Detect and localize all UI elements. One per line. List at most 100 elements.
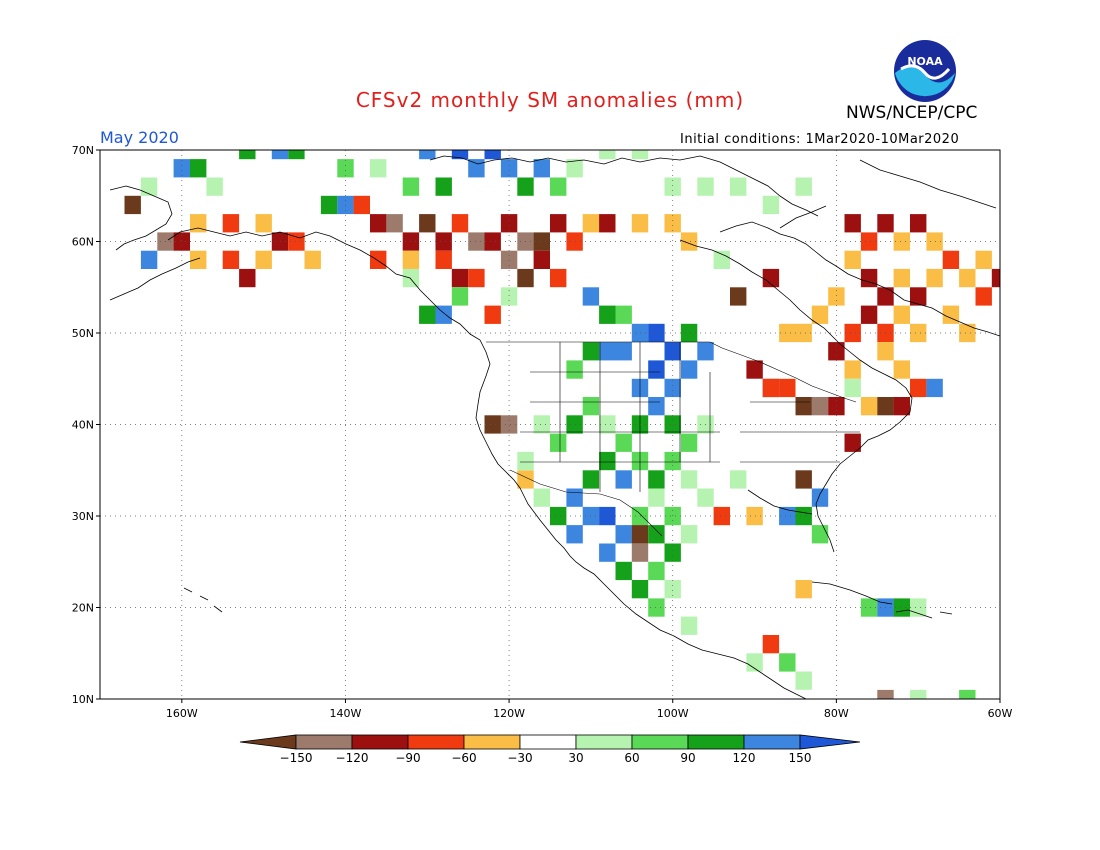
anomaly-cell — [435, 232, 452, 251]
anomaly-cell — [959, 268, 976, 288]
anomaly-cell — [910, 689, 927, 699]
anomaly-cell — [762, 635, 780, 654]
colorbar-tick-label: 60 — [624, 751, 639, 765]
x-tick-label: 160W — [166, 707, 198, 720]
colorbar-swatch — [631, 734, 689, 750]
anomaly-cell — [697, 177, 714, 196]
anomaly-cell — [795, 506, 812, 526]
anomaly-cell — [190, 250, 207, 269]
anomaly-cell — [500, 250, 518, 269]
anomaly-cell — [435, 177, 452, 196]
anomaly-cell — [631, 525, 649, 544]
anomaly-cell — [255, 250, 272, 269]
anomaly-cell — [484, 415, 501, 434]
anomaly-cell — [795, 177, 812, 196]
anomaly-cell — [762, 195, 780, 215]
anomaly-cell — [713, 250, 730, 269]
anomaly-cell — [664, 415, 681, 434]
anomaly-cell — [926, 268, 943, 288]
anomaly-cell — [795, 580, 812, 599]
agency-label: NWS/NCEP/CPC — [846, 103, 978, 123]
anomaly-cell — [779, 653, 796, 672]
anomaly-cell — [942, 305, 960, 324]
colorbar-swatch — [743, 734, 801, 750]
anomaly-cell — [795, 323, 812, 343]
anomaly-cell — [582, 470, 600, 489]
anomaly-cell — [173, 232, 190, 251]
colorbar-swatch — [295, 734, 353, 750]
anomaly-cell — [664, 543, 681, 562]
anomaly-cell — [730, 470, 747, 489]
political-borders — [486, 341, 860, 537]
x-tick-label: 140W — [330, 707, 362, 720]
anomaly-cell — [648, 525, 665, 544]
anomaly-cell — [419, 214, 436, 233]
anomaly-cell — [599, 305, 616, 324]
colorbar-tick-label: −90 — [395, 751, 420, 765]
anomaly-cell — [762, 268, 780, 288]
anomaly-cell — [615, 305, 632, 324]
anomaly-cell — [697, 488, 714, 507]
anomaly-cell — [910, 214, 927, 233]
anomaly-cell — [140, 177, 158, 196]
anomaly-cell — [402, 177, 420, 196]
anomaly-cell — [844, 433, 861, 452]
y-tick-label: 50N — [72, 327, 94, 340]
anomaly-cell — [615, 470, 632, 489]
anomaly-cell — [877, 689, 894, 699]
anomaly-cell — [746, 653, 763, 672]
anomaly-cell — [370, 159, 387, 178]
anomaly-cell — [451, 268, 469, 288]
anomaly-cell — [860, 305, 878, 324]
anomaly-cell — [599, 415, 616, 434]
anomaly-cell — [680, 616, 698, 635]
anomaly-cell — [615, 561, 632, 581]
anomaly-cell — [435, 305, 452, 324]
anomaly-cell — [991, 268, 1000, 288]
anomaly-cell — [664, 506, 681, 526]
anomaly-cell — [566, 525, 583, 544]
anomaly-cell — [811, 397, 829, 416]
anomaly-cell — [402, 268, 420, 288]
anomaly-cell — [877, 287, 894, 306]
anomaly-cell — [893, 360, 910, 379]
anomaly-cell — [239, 268, 256, 288]
x-tick-label: 100W — [657, 707, 689, 720]
anomaly-cell — [779, 378, 796, 398]
anomaly-cell — [550, 214, 567, 233]
colorbar-tick-label: −60 — [451, 751, 476, 765]
anomaly-cell — [893, 268, 910, 288]
forecast-month: May 2020 — [100, 128, 179, 147]
anomaly-cell — [337, 159, 354, 178]
anomaly-cell — [975, 250, 992, 269]
anomaly-cell — [599, 506, 616, 526]
anomaly-cell — [893, 598, 910, 617]
colorbar-swatch — [407, 734, 465, 750]
colorbar-labels: −150 −120 −90 −60 −30 30 60 90 120 150 — [280, 751, 812, 765]
anomaly-cell — [844, 323, 861, 343]
anomaly-cell — [304, 250, 321, 269]
anomaly-cell — [615, 342, 632, 361]
colorbar-swatch — [687, 734, 745, 750]
anomaly-cell — [844, 214, 861, 233]
anomaly-cell — [288, 232, 305, 251]
anomaly-cell — [484, 232, 501, 251]
anomaly-cell — [664, 580, 681, 599]
anomaly-cell — [746, 506, 763, 526]
anomaly-cell — [893, 232, 910, 251]
anomaly-cell — [746, 360, 763, 379]
anomaly-cell — [860, 232, 878, 251]
anomaly-cell — [959, 323, 976, 343]
anomaly-cells — [124, 150, 1000, 699]
anomaly-cell — [599, 214, 616, 233]
anomaly-cell — [599, 543, 616, 562]
anomaly-cell — [730, 177, 747, 196]
y-tick-label: 60N — [72, 236, 94, 249]
anomaly-cell — [566, 488, 583, 507]
anomaly-cell — [566, 159, 583, 178]
anomaly-cell — [942, 250, 960, 269]
anomaly-cell — [582, 214, 600, 233]
anomaly-cell — [795, 671, 812, 690]
colorbar-tick-label: −150 — [280, 751, 313, 765]
